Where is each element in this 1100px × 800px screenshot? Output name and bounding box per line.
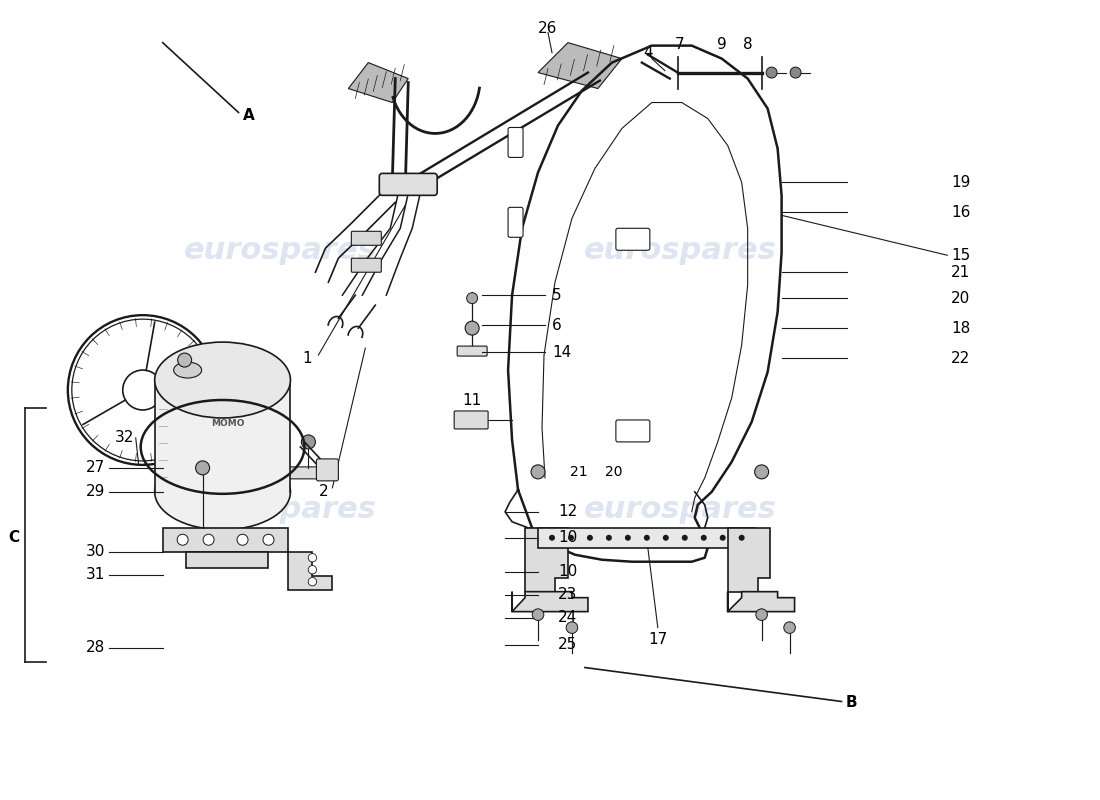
Circle shape [177, 534, 188, 546]
Circle shape [790, 67, 801, 78]
FancyBboxPatch shape [508, 127, 522, 158]
Text: C: C [8, 530, 19, 546]
Text: 24: 24 [558, 610, 578, 625]
Circle shape [663, 534, 669, 541]
FancyBboxPatch shape [351, 231, 382, 246]
Text: B: B [846, 695, 857, 710]
Polygon shape [288, 552, 332, 590]
FancyBboxPatch shape [458, 346, 487, 356]
Text: eurospares: eurospares [184, 236, 377, 265]
Text: 16: 16 [952, 205, 970, 220]
Ellipse shape [155, 454, 290, 530]
Text: 5: 5 [552, 288, 562, 302]
Text: MOMO: MOMO [211, 419, 244, 429]
Circle shape [308, 578, 317, 586]
FancyBboxPatch shape [351, 258, 382, 272]
Circle shape [625, 534, 631, 541]
Text: 20: 20 [605, 465, 623, 479]
Text: 30: 30 [86, 544, 104, 559]
Text: 7: 7 [675, 37, 684, 52]
Circle shape [466, 293, 477, 304]
Text: 18: 18 [952, 321, 970, 336]
Circle shape [587, 534, 593, 541]
FancyBboxPatch shape [379, 174, 437, 195]
Text: 11: 11 [462, 393, 482, 408]
FancyBboxPatch shape [454, 411, 488, 429]
Text: 14: 14 [552, 345, 571, 359]
Text: 27: 27 [86, 460, 104, 475]
Circle shape [719, 534, 726, 541]
Text: 31: 31 [86, 567, 104, 582]
Text: 9: 9 [717, 37, 727, 52]
FancyBboxPatch shape [317, 459, 339, 481]
Circle shape [196, 461, 210, 475]
Text: 3: 3 [263, 434, 273, 450]
Circle shape [549, 534, 556, 541]
Text: 4: 4 [644, 45, 652, 60]
Text: 13: 13 [253, 470, 273, 486]
Circle shape [531, 465, 544, 479]
Text: 29: 29 [86, 484, 104, 499]
FancyBboxPatch shape [616, 228, 650, 250]
Text: 28: 28 [86, 640, 104, 655]
Polygon shape [538, 42, 621, 89]
Circle shape [532, 609, 543, 621]
Circle shape [204, 534, 214, 546]
Polygon shape [513, 592, 587, 612]
Polygon shape [349, 62, 408, 102]
Circle shape [301, 435, 316, 449]
Circle shape [739, 534, 745, 541]
Ellipse shape [174, 362, 201, 378]
Circle shape [701, 534, 706, 541]
Text: 25: 25 [558, 637, 578, 652]
Text: eurospares: eurospares [583, 495, 777, 524]
Polygon shape [728, 528, 770, 592]
Text: 23: 23 [558, 587, 578, 602]
Text: 26: 26 [538, 21, 558, 36]
Polygon shape [155, 380, 290, 492]
Text: 22: 22 [952, 350, 970, 366]
Circle shape [263, 534, 274, 546]
Polygon shape [538, 528, 755, 548]
FancyBboxPatch shape [508, 207, 522, 238]
Circle shape [682, 534, 688, 541]
Text: 20: 20 [952, 290, 970, 306]
Text: 10: 10 [558, 530, 578, 546]
Circle shape [566, 622, 578, 634]
Text: eurospares: eurospares [184, 495, 377, 524]
Polygon shape [186, 552, 268, 568]
Text: A: A [242, 108, 254, 123]
Circle shape [465, 321, 480, 335]
Text: 1: 1 [302, 350, 312, 366]
Circle shape [644, 534, 650, 541]
Circle shape [766, 67, 777, 78]
Text: 32: 32 [114, 430, 134, 446]
Circle shape [568, 534, 574, 541]
Text: 6: 6 [552, 318, 562, 333]
Circle shape [308, 554, 317, 562]
Ellipse shape [155, 342, 290, 418]
Text: 8: 8 [742, 37, 752, 52]
Circle shape [177, 353, 191, 367]
Text: 2: 2 [319, 484, 329, 499]
Polygon shape [525, 528, 568, 592]
Polygon shape [728, 592, 794, 612]
Circle shape [308, 566, 317, 574]
Text: 21: 21 [570, 465, 587, 479]
Circle shape [784, 622, 795, 634]
Polygon shape [163, 528, 288, 552]
Circle shape [606, 534, 612, 541]
FancyBboxPatch shape [616, 420, 650, 442]
Text: 15: 15 [952, 248, 970, 262]
Text: 12: 12 [558, 504, 578, 519]
Text: 21: 21 [952, 265, 970, 280]
Circle shape [755, 465, 769, 479]
Text: 10: 10 [558, 564, 578, 579]
Circle shape [236, 534, 248, 546]
Circle shape [756, 609, 768, 621]
Text: 17: 17 [648, 631, 668, 646]
Text: 19: 19 [952, 175, 970, 190]
Text: eurospares: eurospares [583, 236, 777, 265]
FancyBboxPatch shape [287, 467, 331, 479]
